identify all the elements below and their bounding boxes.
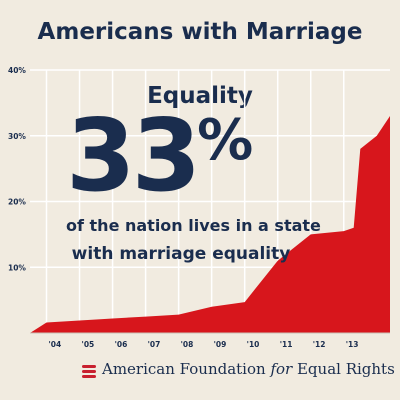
x-tick-label: '04 <box>49 340 62 349</box>
x-tick-label: '07 <box>148 340 161 349</box>
chart-title: Americans with Marriage Equality <box>37 19 363 109</box>
x-tick-label: '12 <box>313 340 326 349</box>
x-tick-label: '05 <box>82 340 95 349</box>
y-tick-label: 10% <box>8 263 26 272</box>
organization-name-part1: American Foundation <box>102 360 271 378</box>
footer: American Foundation for Equal Rights <box>0 355 400 400</box>
area-series <box>30 116 390 333</box>
headline-caption-line2: with marriage equality <box>71 244 291 264</box>
y-tick-label: 30% <box>8 132 26 141</box>
headline-figure: 33% <box>66 106 253 206</box>
x-tick-label: '09 <box>214 340 227 349</box>
headline-number: 33 <box>66 97 201 214</box>
x-tick-label: '08 <box>181 340 194 349</box>
flag-stripes-icon <box>82 365 96 379</box>
x-tick-label: '10 <box>247 340 260 349</box>
x-tick-label: '06 <box>115 340 128 349</box>
organization-name-for: for <box>270 360 293 378</box>
y-tick-label: 40% <box>8 66 26 75</box>
x-tick-label: '13 <box>346 340 359 349</box>
headline-caption-line1: of the nation lives in a state <box>66 216 321 235</box>
x-tick-label: '11 <box>280 340 293 349</box>
organization-name-part2: Equal Rights <box>292 360 395 378</box>
organization-name: American Foundation for Equal Rights <box>102 360 395 378</box>
headline-percent-sign: % <box>197 108 254 173</box>
y-tick-label: 20% <box>8 198 26 207</box>
